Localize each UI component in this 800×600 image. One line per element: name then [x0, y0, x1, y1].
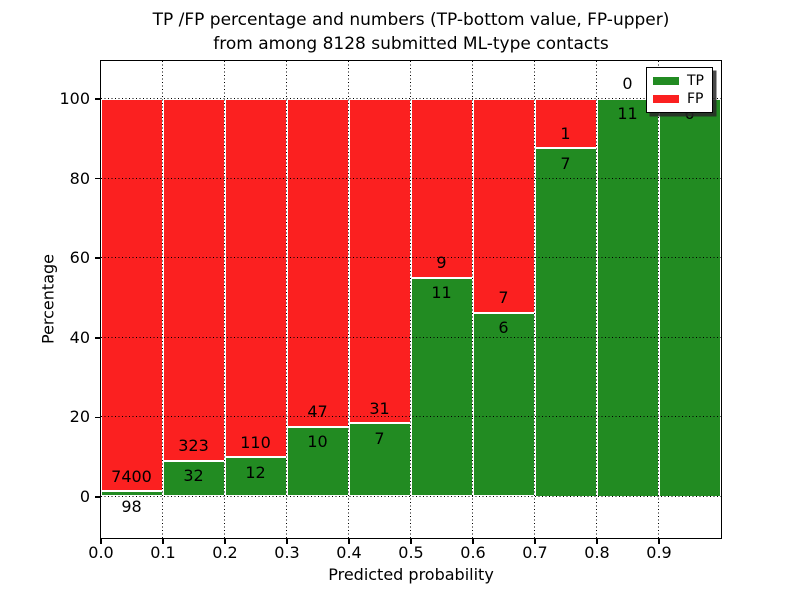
y-tick-label: 60 [69, 248, 90, 268]
x-tick-mark [472, 539, 474, 544]
fp-count-label: 7 [498, 288, 509, 308]
y-tick-label: 80 [69, 168, 90, 188]
fp-count-label: 9 [436, 253, 447, 273]
x-tick-mark [596, 539, 598, 544]
bar-tp-segment [534, 148, 597, 497]
fp-count-label: 323 [178, 436, 209, 456]
tp-count-label: 98 [121, 496, 142, 516]
y-tick-label: 100 [59, 89, 90, 108]
chart-title-line2: from among 8128 submitted ML-type contac… [213, 34, 609, 54]
x-tick-label: 0.8 [584, 543, 610, 562]
fp-count-label: 110 [240, 432, 271, 452]
legend-label-fp: FP [687, 90, 704, 107]
tp-count-label: 6 [498, 318, 509, 338]
x-tick-label: 0.3 [274, 543, 300, 562]
fp-count-label: 0 [622, 74, 633, 93]
tp-count-label: 6 [684, 104, 695, 123]
bar-tp-segment [472, 312, 535, 497]
x-tick-mark [348, 539, 350, 544]
x-tick-label: 0.6 [460, 543, 486, 562]
bar-fp-segment [410, 98, 473, 278]
x-tick-mark [410, 539, 412, 544]
x-tick-mark [534, 539, 536, 544]
x-tick-label: 0.5 [398, 543, 424, 562]
chart-title: TP /FP percentage and numbers (TP-bottom… [101, 8, 721, 56]
bar-tp-segment [658, 98, 721, 497]
x-tick-mark [224, 539, 226, 544]
tp-count-label: 11 [431, 283, 452, 303]
tp-count-label: 10 [307, 432, 328, 452]
x-tick-label: 0.9 [646, 543, 672, 562]
legend-item-fp: FP [653, 92, 706, 106]
bar-tp-segment [286, 426, 349, 497]
tp-count-label: 7 [374, 428, 385, 448]
bar-tp-segment [224, 457, 287, 497]
legend-label-tp: TP [687, 73, 704, 90]
y-tick-mark [94, 416, 100, 419]
y-tick-mark [94, 257, 100, 259]
x-tick-mark [100, 539, 102, 544]
chart-title-line1: TP /FP percentage and numbers (TP-bottom… [152, 10, 670, 30]
x-axis-label: Predicted probability [328, 565, 494, 584]
legend: TP FP [646, 67, 713, 113]
tp-count-label: 12 [245, 462, 266, 482]
y-tick-mark [94, 496, 100, 498]
bar-fp-segment [348, 98, 411, 424]
y-tick-label: 20 [69, 407, 90, 427]
bar-fp-segment [286, 98, 349, 427]
x-tick-mark [162, 539, 164, 544]
y-tick-label: 40 [69, 327, 90, 347]
fp-count-label: 7400 [111, 466, 152, 486]
x-tick-label: 0.7 [522, 543, 548, 562]
bar-tp-segment [410, 277, 473, 497]
tp-count-label: 32 [183, 466, 204, 486]
x-tick-mark [658, 539, 660, 544]
bar-fp-segment [534, 98, 597, 149]
bar-tp-segment [162, 460, 225, 497]
tp-swatch-icon [653, 77, 679, 86]
fp-count-label: 47 [307, 402, 328, 422]
x-tick-label: 0.0 [88, 543, 114, 562]
x-tick-label: 0.1 [150, 543, 176, 562]
bar-fp-segment [100, 98, 163, 492]
plot-area: 74009832332110124710317911761701106 [99, 59, 722, 539]
y-tick-label: 0 [79, 487, 90, 506]
bar-tp-segment [100, 491, 163, 497]
tp-count-label: 7 [560, 153, 571, 173]
bar-fp-segment [162, 98, 225, 461]
fp-swatch-icon [653, 94, 679, 103]
y-tick-mark [94, 177, 100, 180]
fp-count-label: 1 [560, 123, 571, 143]
bar-fp-segment [224, 98, 287, 458]
tp-count-label: 11 [617, 104, 638, 123]
fp-count-label: 31 [369, 398, 390, 418]
bar-fp-segment [472, 98, 535, 313]
bar-tp-segment [596, 98, 659, 497]
y-tick-mark [94, 98, 100, 100]
x-tick-mark [286, 539, 288, 544]
legend-item-tp: TP [653, 74, 706, 88]
x-tick-label: 0.4 [336, 543, 362, 562]
y-tick-mark [94, 337, 100, 339]
x-tick-label: 0.2 [212, 543, 238, 562]
